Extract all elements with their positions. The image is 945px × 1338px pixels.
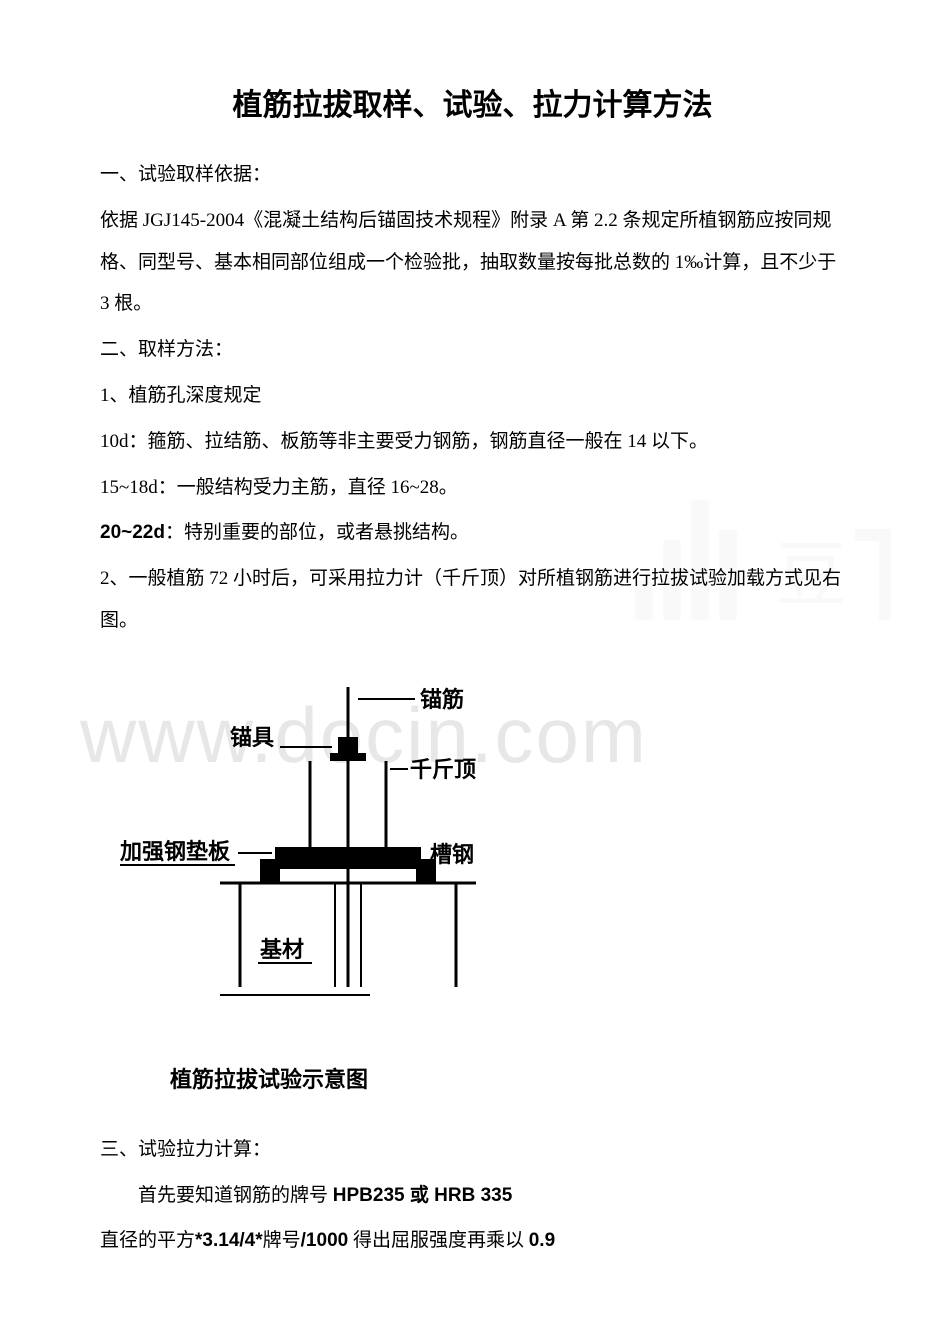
section-1-para-1: 依据 JGJ145-2004《混凝土结构后锚固技术规程》附录 A 第 2.2 条…: [100, 200, 845, 325]
diagram-container: 锚筋 锚具 千斤顶 加强钢垫板 槽钢: [120, 662, 845, 1094]
s3p2-b1: *3.14/4*: [195, 1230, 263, 1251]
section-2-para-4: 20~22d：特别重要的部位，或者悬挑结构。: [100, 512, 845, 554]
section-3-heading: 三、试验拉力计算：: [100, 1129, 845, 1171]
section-1-heading: 一、试验取样依据：: [100, 154, 845, 196]
label-base-material: 基材: [260, 937, 304, 962]
section-2-para-5: 2、一般植筋 72 小时后，可采用拉力计（千斤顶）对所植钢筋进行拉拔试验加载方式…: [100, 558, 845, 642]
label-steel-plate: 加强钢垫板: [120, 839, 231, 864]
label-jack: 千斤顶: [410, 757, 476, 782]
s3p1-bold: HPB235 或 HRB 335: [333, 1185, 513, 1206]
pullout-test-diagram: 锚筋 锚具 千斤顶 加强钢垫板 槽钢: [120, 662, 520, 1042]
s3p2-b3: 0.9: [529, 1230, 555, 1251]
s3p2-b2: /1000: [301, 1230, 349, 1251]
section-2-para-2: 10d：箍筋、拉结筋、板筋等非主要受力钢筋，钢筋直径一般在 14 以下。: [100, 421, 845, 463]
label-anchor-bar: 锚筋: [420, 687, 464, 712]
section-3-para-1: 首先要知道钢筋的牌号 HPB235 或 HRB 335: [100, 1175, 845, 1217]
section-2-heading: 二、取样方法：: [100, 329, 845, 371]
page-title: 植筋拉拔取样、试验、拉力计算方法: [100, 80, 845, 124]
section-2-para-3: 15~18d：一般结构受力主筋，直径 16~28。: [100, 467, 845, 509]
section-2-para-1: 1、植筋孔深度规定: [100, 375, 845, 417]
label-channel-steel: 槽钢: [430, 842, 474, 867]
section-3-para-2: 直径的平方*3.14/4*牌号/1000 得出屈服强度再乘以 0.9: [100, 1220, 845, 1262]
s3p2-pre: 直径的平方: [100, 1230, 195, 1251]
depth-range-rest: ：特别重要的部位，或者悬挑结构。: [165, 522, 469, 543]
depth-range-bold: 20~22d: [100, 522, 165, 543]
s3p2-mid: 牌号: [263, 1230, 301, 1251]
label-anchor-tool: 锚具: [230, 725, 274, 750]
diagram-caption: 植筋拉拔试验示意图: [170, 1062, 845, 1094]
s3p1-text: 首先要知道钢筋的牌号: [138, 1185, 333, 1206]
s3p2-rest: 得出屈服强度再乘以: [348, 1230, 529, 1251]
document-content: 植筋拉拔取样、试验、拉力计算方法 一、试验取样依据： 依据 JGJ145-200…: [100, 80, 845, 1262]
